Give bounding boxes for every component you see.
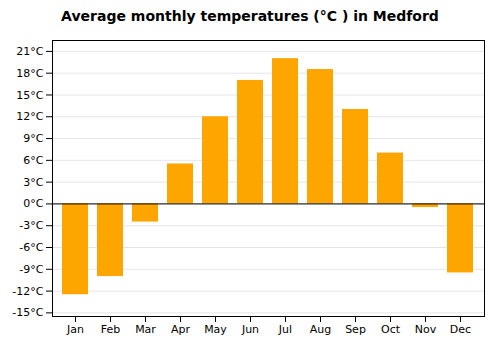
svg-text:May: May — [204, 323, 227, 336]
svg-text:6°C: 6°C — [23, 154, 43, 167]
svg-text:3°C: 3°C — [23, 176, 43, 189]
svg-text:Jul: Jul — [278, 323, 292, 336]
svg-text:-6°C: -6°C — [19, 241, 43, 254]
svg-text:12°C: 12°C — [16, 110, 43, 123]
svg-text:18°C: 18°C — [16, 67, 43, 80]
svg-text:9°C: 9°C — [23, 132, 43, 145]
svg-text:Jun: Jun — [241, 323, 259, 336]
svg-text:Oct: Oct — [381, 323, 401, 336]
svg-text:Feb: Feb — [101, 323, 120, 336]
svg-text:Mar: Mar — [135, 323, 156, 336]
html-text:Average monthly temperatures (: Average monthly temperatures (°C ) in Me… — [61, 8, 439, 24]
svg-text:0°C: 0°C — [23, 197, 43, 210]
svg-text:Jan: Jan — [66, 323, 84, 336]
svg-text:Apr: Apr — [171, 323, 191, 336]
svg-text:-12°C: -12°C — [12, 285, 43, 298]
svg-text:-3°C: -3°C — [19, 219, 43, 232]
svg-text:Aug: Aug — [310, 323, 331, 336]
svg-text:Dec: Dec — [450, 323, 471, 336]
svg-text:Nov: Nov — [415, 323, 437, 336]
svg-text:-15°C: -15°C — [12, 306, 43, 319]
svg-text:15°C: 15°C — [16, 88, 43, 101]
svg-text:Sep: Sep — [345, 323, 366, 336]
svg-text:-9°C: -9°C — [19, 263, 43, 276]
svg-text:21°C: 21°C — [16, 45, 43, 58]
